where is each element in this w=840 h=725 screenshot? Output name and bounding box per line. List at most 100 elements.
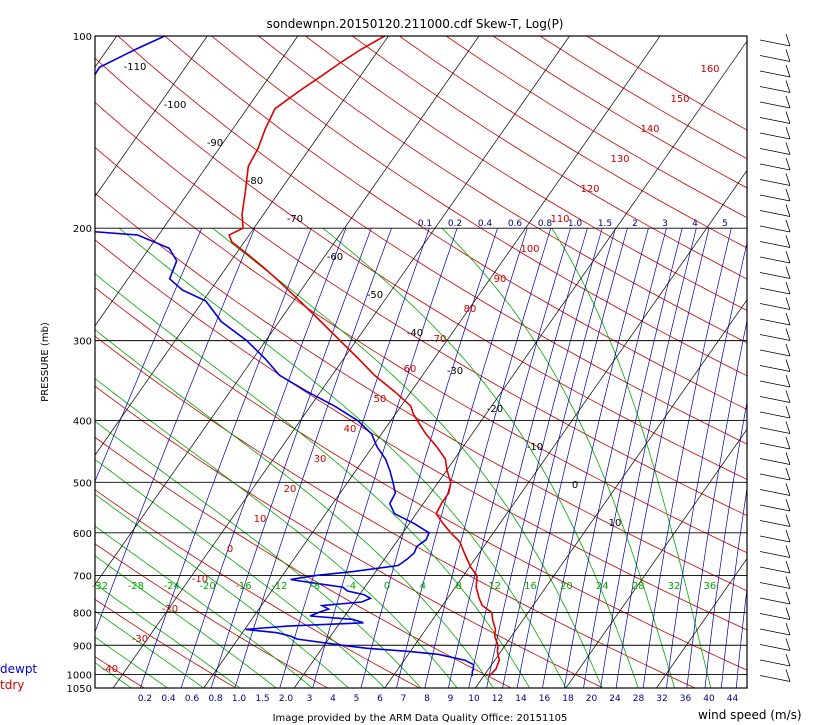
moist-adiabat-label: 32 bbox=[668, 581, 681, 592]
isotherm-label: -50 bbox=[367, 290, 383, 301]
wind-barb bbox=[785, 64, 791, 78]
mixing-ratio-bottom-label: 0.6 bbox=[185, 694, 200, 704]
mixing-ratio-top-label: 0.2 bbox=[448, 219, 462, 229]
wind-barb bbox=[785, 545, 791, 558]
wind-barb bbox=[785, 111, 791, 124]
isotherm-label: -110 bbox=[124, 62, 147, 73]
pressure-tick-label: 800 bbox=[73, 609, 92, 620]
pressure-tick-label: 1050 bbox=[67, 684, 92, 695]
legend-dewpt: dewpt bbox=[0, 662, 37, 676]
moist-adiabat bbox=[212, 227, 603, 688]
mixing-ratio-line bbox=[686, 319, 747, 688]
mixing-ratio-bottom-label: 0.8 bbox=[208, 694, 223, 704]
mixing-ratio-top-label: 1.0 bbox=[568, 219, 583, 229]
wind-barb bbox=[759, 504, 791, 512]
wind-barb bbox=[785, 638, 791, 651]
moist-adiabat bbox=[95, 583, 241, 688]
plot-frame bbox=[94, 35, 748, 689]
dry-adiabat bbox=[305, 36, 747, 312]
mixing-ratio-bottom-label: 28 bbox=[633, 694, 645, 704]
dry-adiabat-label: 120 bbox=[580, 184, 599, 195]
mixing-ratio-top-label: 4 bbox=[692, 219, 698, 229]
wind-barb bbox=[785, 219, 791, 233]
moist-adiabat-label: 28 bbox=[632, 581, 645, 592]
dry-adiabat-label: -20 bbox=[162, 604, 178, 615]
wind-barb bbox=[785, 669, 791, 682]
isotherm-label: -10 bbox=[527, 442, 543, 453]
wind-barb bbox=[759, 365, 791, 372]
wind-barb bbox=[759, 318, 791, 326]
mixing-ratio-line bbox=[279, 228, 430, 688]
wind-barb bbox=[785, 467, 791, 481]
mixing-ratio-line bbox=[180, 228, 347, 688]
mixing-ratio-top-label: 0.8 bbox=[538, 219, 553, 229]
dry-adiabat-label: 140 bbox=[640, 124, 659, 135]
moist-adiabat-label: 20 bbox=[560, 581, 573, 592]
mixing-ratio-bottom-label: 1.0 bbox=[232, 694, 247, 704]
wind-barb bbox=[759, 628, 791, 636]
pressure-tick-label: 200 bbox=[73, 224, 92, 235]
wind-barb bbox=[785, 188, 791, 202]
mixing-ratio-line bbox=[95, 228, 203, 483]
wind-barb bbox=[759, 582, 791, 589]
isotherm-line bbox=[203, 36, 661, 688]
wind-barb bbox=[785, 235, 791, 248]
moist-adiabat bbox=[95, 662, 132, 688]
moist-adiabat bbox=[95, 493, 349, 688]
moist-adiabat-label: 12 bbox=[488, 581, 501, 592]
mixing-ratio-bottom-label: 3 bbox=[307, 694, 313, 704]
isotherm-line bbox=[293, 40, 747, 688]
wind-barb bbox=[785, 374, 791, 388]
wind-speed-label: wind speed (m/s) bbox=[698, 708, 802, 722]
wind-barb bbox=[759, 458, 791, 465]
wind-barb bbox=[785, 591, 791, 605]
wind-barb bbox=[759, 644, 791, 651]
wind-barb bbox=[759, 132, 791, 140]
isotherm-label: -30 bbox=[447, 366, 463, 377]
moist-adiabat-label: -16 bbox=[235, 581, 251, 592]
dry-adiabat-label: -40 bbox=[102, 664, 118, 675]
mixing-ratio-line bbox=[563, 228, 667, 688]
pressure-tick-label: 100 bbox=[73, 32, 92, 43]
wind-barb bbox=[759, 194, 791, 202]
wind-barb bbox=[759, 256, 791, 264]
wind-barb bbox=[785, 204, 791, 217]
dry-adiabat-label: 70 bbox=[434, 334, 447, 345]
mixing-ratio-top-label: 3 bbox=[662, 219, 668, 229]
dry-adiabat bbox=[211, 36, 747, 377]
pressure-tick-label: 400 bbox=[73, 416, 92, 427]
moist-adiabat-label: -20 bbox=[199, 581, 215, 592]
profile-tdry bbox=[228, 36, 501, 677]
dry-adiabat-label: 20 bbox=[284, 484, 297, 495]
mixing-ratio-bottom-label: 44 bbox=[727, 694, 739, 704]
dry-adiabat-label: -10 bbox=[192, 574, 208, 585]
wind-barb bbox=[785, 281, 791, 295]
wind-barb bbox=[759, 163, 791, 171]
wind-barb bbox=[785, 607, 791, 620]
mixing-ratio-bottom-label: 36 bbox=[680, 694, 692, 704]
mixing-ratio-bottom-label: 16 bbox=[539, 694, 551, 704]
moist-adiabat bbox=[95, 525, 313, 688]
pressure-tick-label: 900 bbox=[73, 641, 92, 652]
mixing-ratio-line bbox=[312, 228, 458, 688]
wind-barb bbox=[759, 179, 791, 186]
isotherm-line bbox=[656, 558, 747, 688]
mixing-ratio-line bbox=[396, 228, 528, 688]
pressure-tick-label: 700 bbox=[73, 572, 92, 583]
wind-barb bbox=[785, 49, 791, 62]
wind-barb bbox=[759, 225, 791, 233]
dry-adiabat bbox=[95, 287, 747, 671]
mixing-ratio-bottom-label: 40 bbox=[703, 694, 715, 704]
dry-adiabat bbox=[399, 36, 747, 249]
wind-barb bbox=[785, 529, 791, 543]
dry-adiabat-label: -30 bbox=[132, 634, 148, 645]
wind-barb bbox=[785, 622, 791, 636]
mixing-ratio-line bbox=[95, 228, 256, 634]
wind-barb bbox=[759, 287, 791, 295]
dry-adiabat bbox=[258, 36, 747, 344]
isotherm-line bbox=[95, 36, 208, 198]
wind-barb bbox=[785, 173, 791, 186]
mixing-ratio-line bbox=[704, 400, 747, 688]
wind-barb bbox=[759, 473, 791, 481]
mixing-ratio-line bbox=[720, 486, 747, 688]
